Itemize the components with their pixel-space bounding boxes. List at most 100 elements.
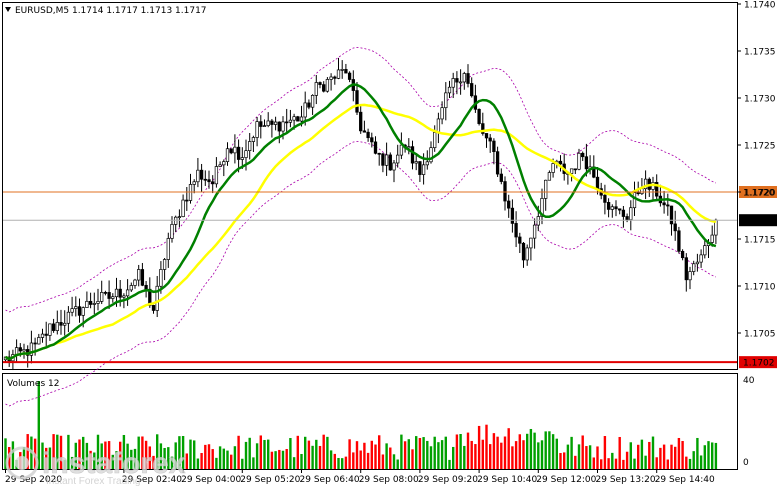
moving-averages — [4, 83, 717, 361]
volume-bar — [629, 442, 632, 469]
volume-bar — [37, 381, 40, 469]
volume-bar — [174, 442, 177, 469]
volume-bar — [400, 434, 403, 469]
candle — [277, 121, 281, 144]
candle — [347, 71, 352, 83]
candle — [140, 262, 145, 287]
candle — [388, 152, 392, 171]
candle — [59, 309, 63, 335]
volume-bar — [259, 435, 262, 469]
volume-bar — [452, 446, 455, 469]
candle — [203, 170, 207, 186]
volume-bar — [396, 459, 399, 469]
ma-slow-line — [4, 103, 717, 361]
time-axis: 29 Sep 2020 29 Sep 02:40 29 Sep 04:00 29 Se… — [5, 469, 715, 485]
volume-label: Volumes 12 — [7, 379, 59, 389]
volume-bar — [426, 440, 429, 469]
volume-bar — [141, 436, 144, 469]
volume-bar — [93, 452, 96, 469]
candle — [307, 99, 311, 110]
time-tick-label: 29 Sep 14:40 — [655, 475, 715, 485]
volume-bar — [514, 441, 518, 469]
volume-bar — [659, 447, 662, 469]
candle — [355, 81, 359, 116]
candle — [451, 72, 455, 99]
candle — [666, 193, 670, 216]
current-price-label: 1.1717 — [743, 217, 775, 227]
candle — [270, 118, 274, 138]
volume-bar — [622, 459, 625, 469]
candle — [514, 211, 518, 248]
volume-bar — [185, 453, 188, 469]
candle — [492, 138, 496, 165]
candle — [606, 198, 611, 218]
candle — [199, 163, 204, 193]
volume-bar — [633, 458, 636, 469]
current-price-label-bg — [739, 214, 777, 227]
orange-level-label: 1.1720 — [743, 189, 775, 199]
candle — [273, 116, 278, 131]
candle — [192, 179, 196, 194]
candle — [137, 264, 141, 287]
candle — [44, 321, 48, 349]
candle — [547, 170, 552, 181]
volume-bar — [63, 459, 66, 469]
red-level-label: 1.1702 — [743, 359, 775, 369]
volume-bar — [566, 444, 570, 469]
candle — [614, 200, 618, 217]
candle — [92, 292, 96, 315]
candle — [322, 81, 326, 93]
candle — [266, 112, 270, 128]
volume-bar — [648, 441, 651, 469]
envelope-upper — [5, 47, 717, 313]
volume-bar — [607, 458, 610, 469]
volume-bar — [555, 438, 558, 469]
volume-bar — [89, 450, 92, 469]
volume-bar — [692, 451, 695, 469]
chart-menu-triangle-icon[interactable] — [5, 7, 11, 12]
candle — [518, 232, 522, 254]
volume-bar — [544, 431, 547, 469]
time-tick-label: 29 Sep 10:40 — [477, 475, 537, 485]
candle — [344, 63, 348, 74]
candle — [447, 80, 452, 98]
candle — [540, 188, 544, 225]
volume-bar — [196, 458, 200, 469]
volume-bar — [329, 450, 333, 469]
volume-bar — [11, 441, 15, 469]
candle — [96, 288, 100, 311]
volume-bar — [496, 436, 499, 469]
volume-bar — [96, 434, 100, 469]
volume-bar — [688, 458, 692, 469]
volume-bar — [133, 448, 137, 469]
candle — [151, 304, 156, 314]
volume-bar — [181, 436, 185, 469]
volume-bar — [341, 458, 344, 469]
candle — [499, 168, 503, 185]
volume-bar — [48, 447, 52, 469]
volume-bar — [281, 450, 285, 469]
time-tick-label: 29 Sep 13:20 — [596, 475, 656, 485]
volume-bar — [470, 440, 473, 469]
candle — [621, 205, 626, 228]
candle — [314, 75, 318, 105]
candle — [51, 318, 56, 333]
volume-bar — [122, 434, 126, 469]
candle — [407, 138, 411, 155]
volume-bar — [655, 457, 658, 469]
volume-bar — [392, 454, 396, 469]
volume-bar — [666, 459, 669, 469]
volume-bar — [485, 424, 488, 469]
volume-bar — [204, 444, 207, 469]
price-tick-label: 1.1740 — [744, 1, 776, 11]
volume-bar — [533, 432, 536, 469]
volume-bar — [581, 435, 584, 469]
volume-bar — [444, 436, 447, 469]
candle — [440, 101, 444, 125]
candle — [359, 105, 363, 134]
candle — [558, 155, 563, 172]
volume-bar — [696, 437, 699, 469]
price-tick-label: 1.1715 — [744, 236, 776, 246]
candle — [373, 136, 378, 155]
candle — [477, 108, 481, 126]
